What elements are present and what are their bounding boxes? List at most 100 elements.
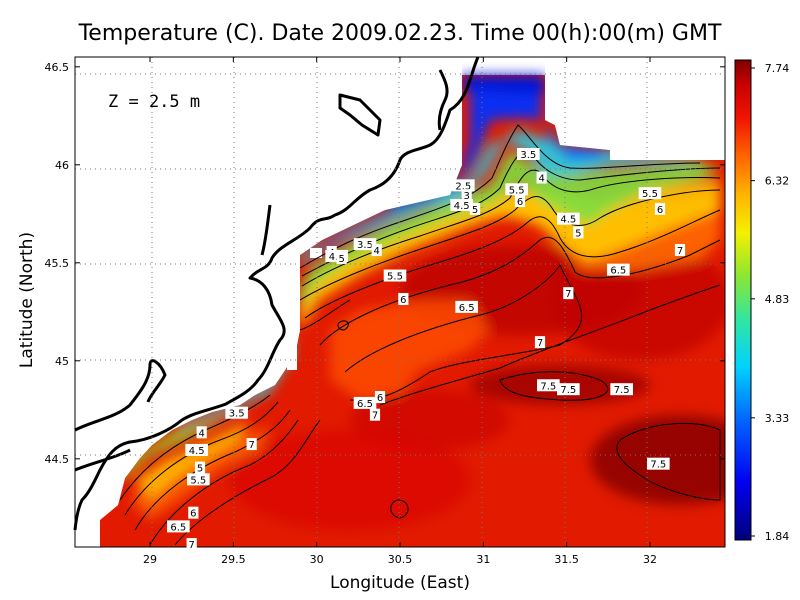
contour-label-bg — [455, 300, 478, 313]
contour-label-bg — [196, 426, 207, 439]
colorbar-tick-label: 7.74 — [765, 62, 790, 75]
contour-label: 7.5 — [540, 381, 556, 392]
contour-label-bg — [557, 212, 580, 225]
contour-label: 4.5 — [189, 446, 205, 457]
contour-label-bg — [186, 538, 197, 551]
contour-label: 6 — [517, 197, 523, 208]
x-tick-label: 30 — [310, 553, 324, 566]
contour-label: 7.5 — [614, 385, 630, 396]
contour-label-bg — [188, 506, 199, 519]
contour-label: 2.5 — [455, 181, 471, 192]
contour-label-bg — [514, 195, 526, 208]
contour-label: 4.5 — [454, 201, 470, 212]
y-tick-label: 45 — [55, 355, 69, 368]
chart-title: Temperature (C). Date 2009.02.23. Time 0… — [78, 21, 722, 46]
contour-label: 7 — [565, 289, 571, 300]
contour-label-bg — [369, 408, 381, 421]
contour-label-bg — [647, 457, 670, 470]
contour-label: 7.5 — [560, 385, 576, 396]
contour-label: 7 — [537, 338, 543, 349]
depth-label: Z = 2.5 m — [108, 92, 200, 112]
contour-label: 6 — [400, 295, 406, 306]
contour-label-bg — [674, 244, 686, 257]
contour-label: 5 — [575, 228, 581, 239]
contour-label: 3.5 — [357, 240, 373, 251]
contour-label-bg — [534, 336, 546, 349]
contour-label: 5.5 — [509, 185, 525, 196]
contour-label: 5.5 — [190, 475, 206, 486]
contour-label: 4 — [198, 428, 204, 439]
land-mask — [75, 57, 462, 547]
contour-label-bg — [450, 198, 473, 211]
contour-label: 7 — [677, 246, 683, 257]
contour-label-bg — [557, 383, 580, 396]
contour-label-bg — [371, 244, 382, 257]
y-tick-label: 46 — [55, 159, 69, 172]
contour-label: 6 — [190, 509, 196, 520]
contour-label: 7 — [372, 411, 378, 422]
contour-label-bg — [383, 269, 407, 282]
contour-label-bg — [469, 202, 481, 215]
contour-label: 3.5 — [229, 409, 245, 420]
contour-label-bg — [452, 179, 475, 192]
contour-label-bg — [537, 379, 560, 392]
coastline — [73, 56, 480, 531]
contour-label: 5.5 — [387, 272, 403, 283]
colorbar-tick-label: 4.83 — [765, 293, 790, 306]
contour-label-bg — [194, 461, 206, 474]
contour-label: 3 — [463, 191, 469, 202]
contour-label-bg — [225, 406, 248, 419]
contour-label: 3.5 — [520, 150, 536, 161]
x-axis-label: Longitude (East) — [330, 573, 470, 593]
contour-label: 5 — [338, 254, 344, 265]
y-tick-label: 44.5 — [45, 453, 70, 466]
x-axis-ticks: 29 29.5 30 30.5 31 31.5 32 — [143, 57, 657, 566]
contour-label-bg — [353, 238, 377, 251]
contour-label-bg — [187, 473, 210, 486]
contour-label: 4.5 — [560, 215, 576, 226]
contour-label: 6.5 — [170, 522, 186, 533]
contour-label-bg — [638, 187, 662, 200]
contour-label-bg — [517, 148, 540, 160]
contour-label: 4 — [373, 246, 379, 257]
x-tick-label: 29.5 — [221, 553, 246, 566]
contour-label: 5 — [197, 464, 203, 475]
contour-label: 5.5 — [642, 189, 658, 200]
x-tick-label: 30.5 — [388, 553, 413, 566]
contour-label: 6.5 — [610, 266, 626, 277]
colorbar — [734, 59, 752, 541]
colorbar-tick-label: 1.84 — [765, 530, 790, 543]
contour-label-bg — [461, 189, 472, 202]
contour-label: 7 — [248, 440, 254, 451]
x-tick-label: 32 — [643, 553, 657, 566]
contour-label-bg — [610, 383, 633, 396]
contour-label: 5 — [472, 205, 478, 216]
y-tick-label: 46.5 — [45, 61, 70, 74]
contour-label-bg — [573, 226, 584, 239]
contour-label: 4 — [538, 174, 544, 185]
contour-label-bg — [246, 438, 257, 451]
contour-label-bg — [185, 443, 208, 456]
contour-label: 7 — [188, 540, 194, 551]
colorbar-tick-label: 3.33 — [765, 412, 790, 425]
contour-label-bg — [374, 391, 386, 404]
x-tick-label: 31.5 — [554, 553, 579, 566]
contour-label-bg — [536, 171, 547, 184]
contour-labels: 3.542.535.564.554.555.5676.573.5444.555.… — [167, 148, 686, 551]
contour-label: 7.5 — [650, 460, 666, 471]
y-tick-label: 45.5 — [45, 257, 70, 270]
contour-label: 6 — [657, 205, 663, 216]
contour-label-bg — [398, 293, 409, 306]
colorbar-ticks: 7.74 6.32 4.83 3.33 1.84 — [751, 62, 789, 543]
contour-label-bg — [505, 183, 528, 196]
x-tick-label: 29 — [143, 553, 157, 566]
contour-label-bg — [167, 520, 190, 533]
colorbar-tick-label: 6.32 — [765, 175, 790, 188]
contour-label-bg — [336, 251, 347, 264]
contour-label: 6.5 — [357, 399, 373, 410]
contour-label: 6.5 — [459, 303, 475, 314]
contour-label: 6 — [377, 393, 383, 404]
contour-label-bg — [563, 287, 574, 300]
